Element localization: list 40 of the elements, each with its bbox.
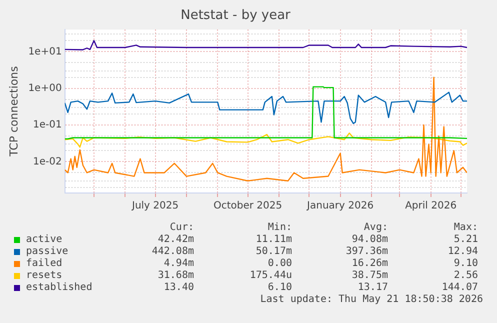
legend-label: passive: [26, 246, 68, 257]
y-axis-title: TCP connections: [7, 66, 20, 158]
text: 6.10: [268, 282, 292, 293]
text: 5.21: [454, 234, 478, 245]
text: 13.40: [164, 282, 194, 293]
text: Max:: [454, 222, 478, 233]
text: 94.08m: [352, 234, 388, 245]
chart-title: Netstat - by year: [180, 8, 292, 24]
text: 42.42m: [158, 234, 194, 245]
text: 38.75m: [352, 270, 388, 281]
text: 13.17: [358, 282, 388, 293]
text: 2.56: [454, 270, 478, 281]
text: 175.44u: [250, 270, 292, 281]
text: Avg:: [364, 222, 388, 233]
text: 16.26m: [352, 258, 388, 269]
text: 31.68m: [158, 270, 194, 281]
text: 11.11m: [256, 234, 292, 245]
x-tick-label: October 2025: [213, 200, 282, 212]
text: 144.07: [442, 282, 478, 293]
text: 12.94: [448, 246, 478, 257]
y-tick-label: 1e-01: [32, 120, 62, 131]
y-tick-label: 1e+01: [28, 46, 62, 58]
legend-label: established: [26, 282, 92, 293]
text: 0.00: [268, 258, 292, 269]
legend-label: active: [26, 234, 62, 245]
text: Min:: [268, 222, 292, 233]
x-tick-label: July 2025: [130, 200, 179, 212]
legend-label: failed: [26, 258, 62, 269]
text: 442.08m: [152, 246, 194, 257]
text: Cur:: [170, 222, 194, 233]
y-tick-label: 1e-02: [32, 156, 62, 168]
text: Last update: Thu May 21 18:50:38 2026: [260, 294, 483, 305]
text: 397.36m: [346, 246, 388, 257]
legend-label: resets: [26, 270, 62, 281]
text: 50.17m: [256, 246, 292, 257]
text: 9.10: [454, 258, 478, 269]
text: 4.94m: [164, 258, 194, 269]
x-tick-label: April 2026: [405, 200, 457, 212]
x-tick-label: January 2026: [306, 200, 374, 212]
y-tick-label: 1e+00: [28, 82, 62, 94]
